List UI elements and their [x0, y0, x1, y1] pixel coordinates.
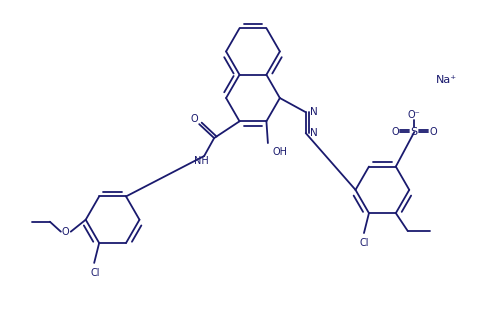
Text: O: O [62, 227, 70, 237]
Text: O: O [429, 127, 437, 137]
Text: N: N [310, 128, 318, 138]
Text: Na⁺: Na⁺ [436, 75, 457, 85]
Text: N: N [310, 107, 318, 117]
Text: S: S [410, 127, 418, 137]
Text: NH: NH [194, 156, 209, 166]
Text: O: O [191, 114, 198, 124]
Text: O⁻: O⁻ [408, 110, 421, 120]
Text: Cl: Cl [359, 238, 369, 248]
Text: Cl: Cl [90, 268, 100, 278]
Text: O: O [391, 127, 399, 137]
Text: OH: OH [273, 147, 288, 157]
